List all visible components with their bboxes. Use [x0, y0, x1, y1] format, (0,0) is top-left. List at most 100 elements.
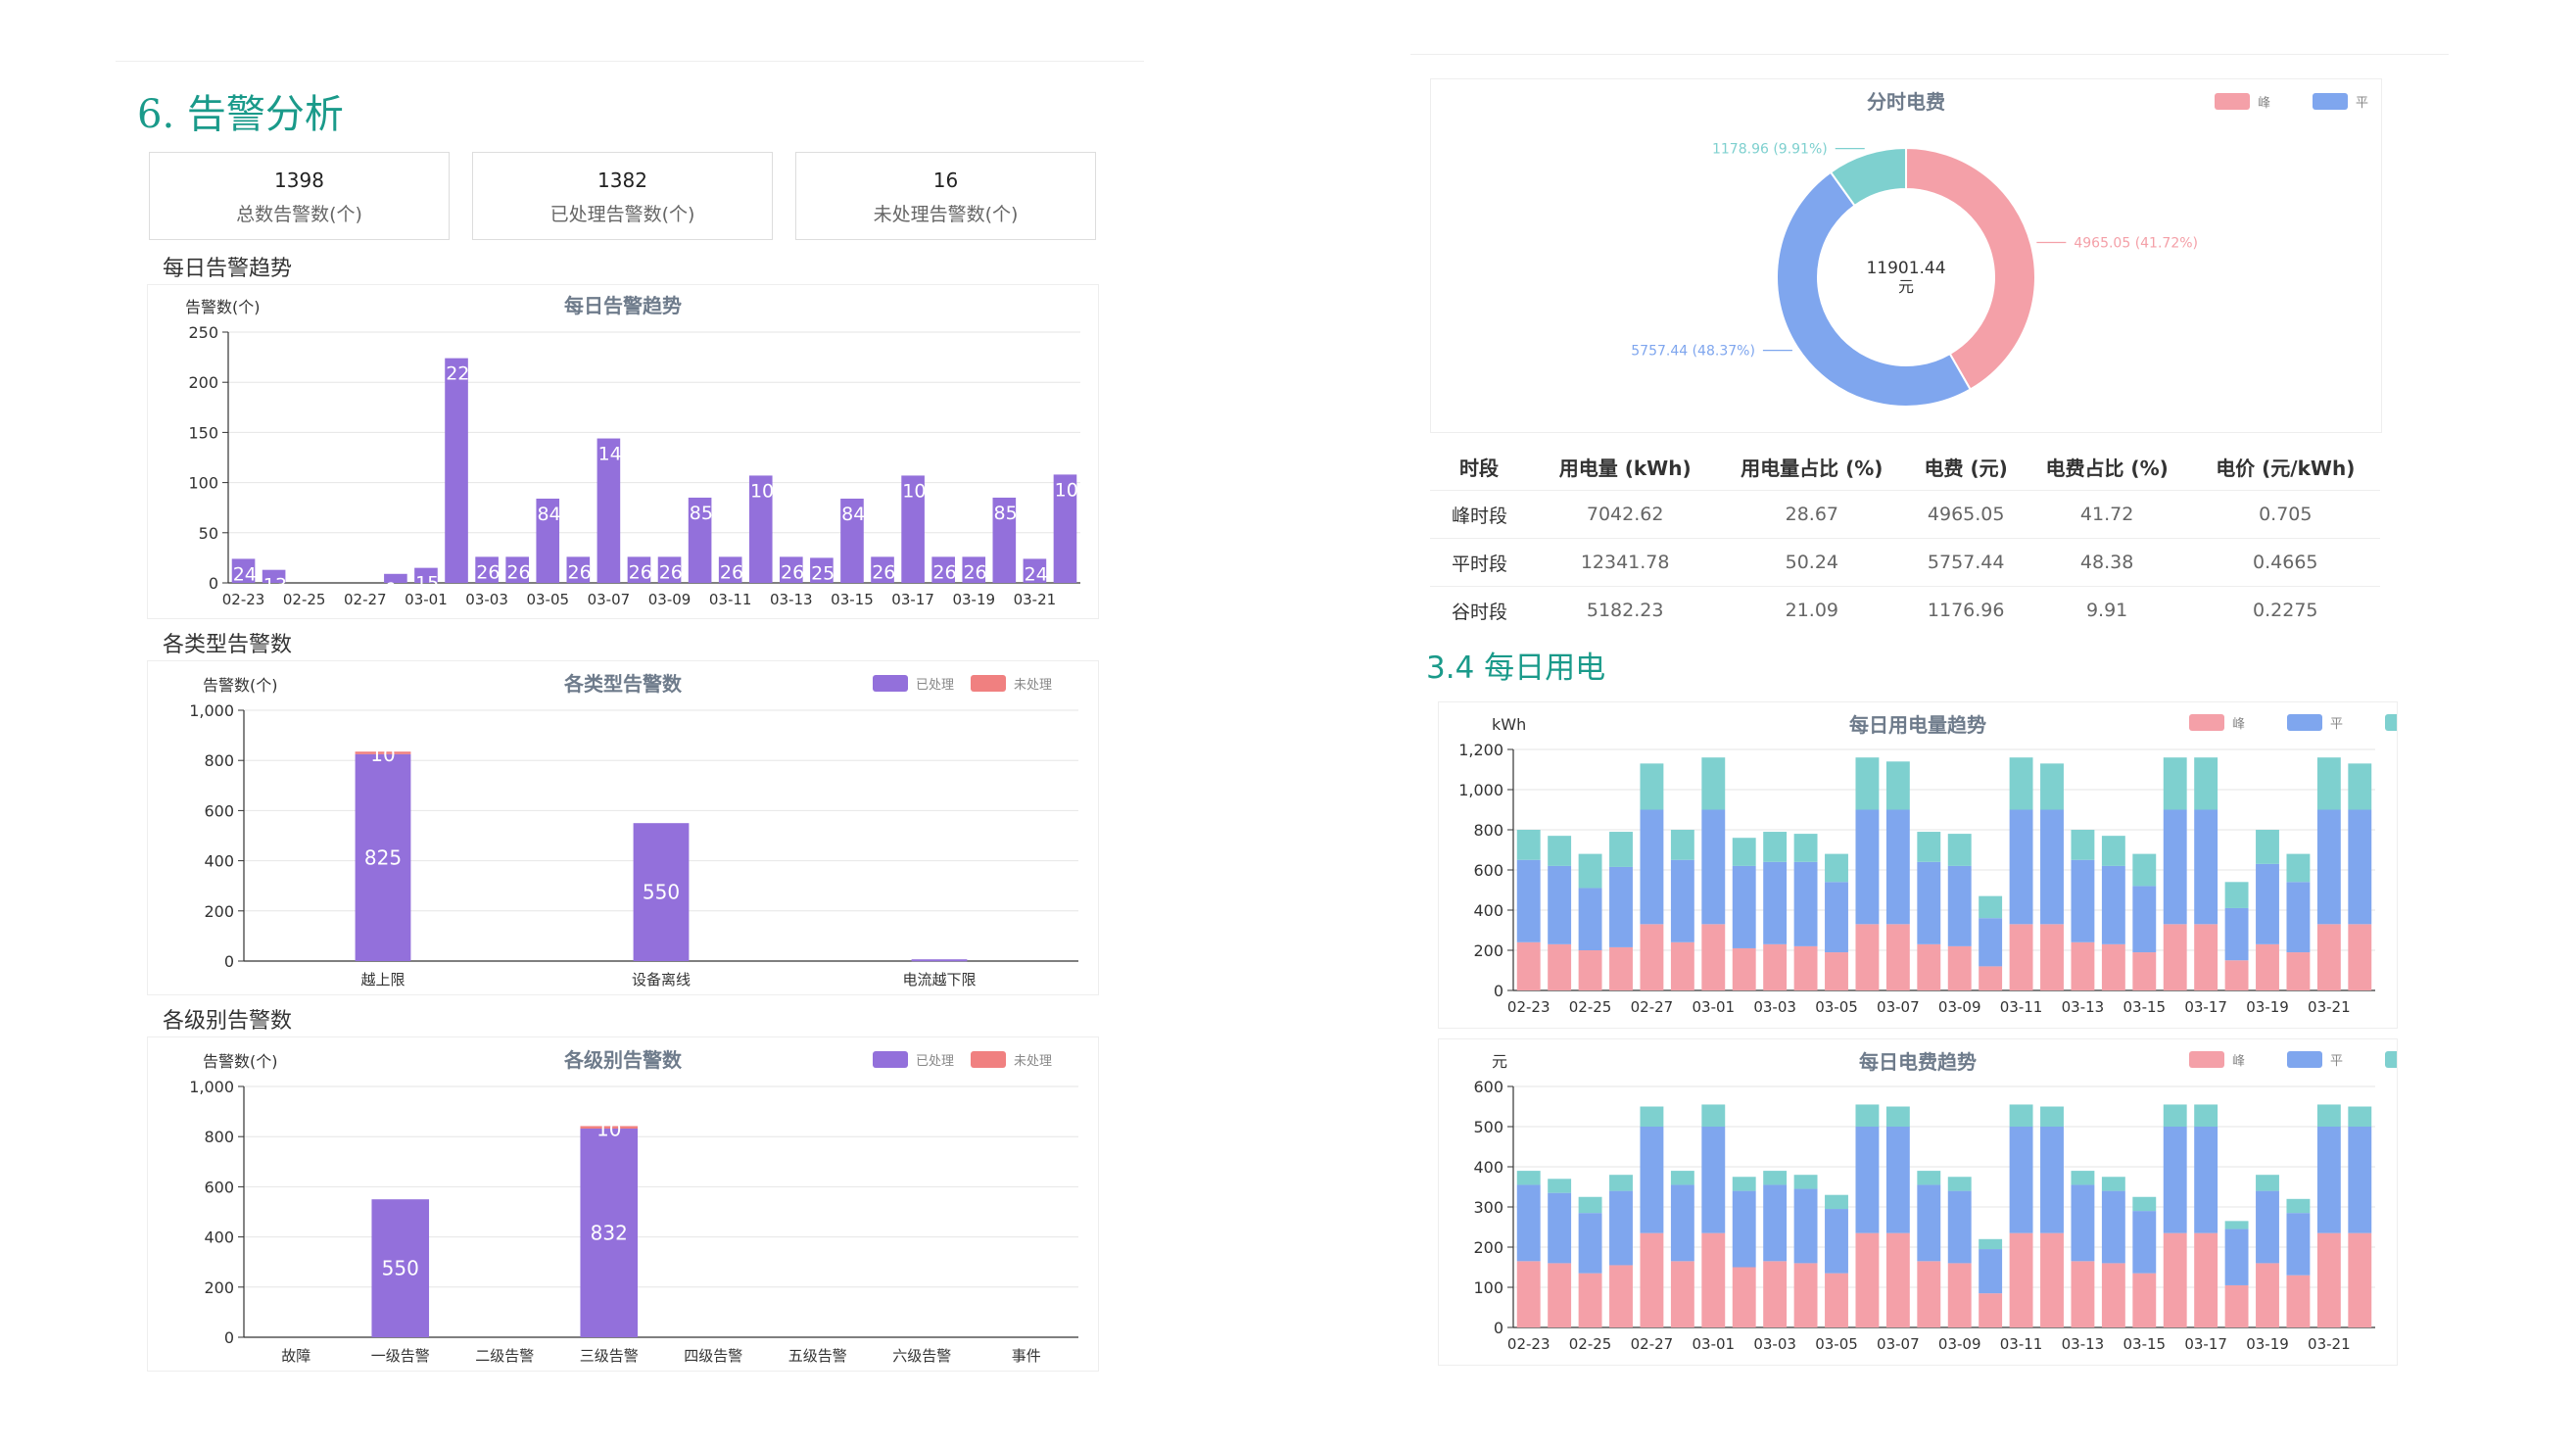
bar — [2194, 757, 2218, 810]
bar — [1763, 1261, 1788, 1327]
type-alarm-panel: 各类型告警数 告警数(个) 已处理 未处理 0 200 400 600 800 1,000 825 1… — [147, 660, 1099, 995]
cell: 1176.96 — [1908, 586, 2024, 634]
x-tick-label: 02-25 — [1569, 1335, 1612, 1353]
bar-label: 224 — [446, 363, 481, 385]
bar — [1917, 1171, 1941, 1185]
x-tick-label: 03-07 — [588, 591, 631, 608]
x-tick-label: 03-09 — [1938, 998, 1981, 1016]
bar-label: 26 — [506, 561, 530, 583]
y-tick-label: 600 — [204, 801, 234, 820]
bar — [580, 1126, 639, 1130]
x-tick-label: 03-21 — [2308, 1335, 2351, 1353]
bar — [1670, 1261, 1694, 1327]
y-tick-label: 800 — [204, 751, 234, 770]
bar-label: 26 — [720, 561, 743, 583]
bar — [2316, 809, 2341, 925]
bar — [1979, 1293, 2003, 1327]
level-alarm-panel: 各级别告警数 告警数(个) 已处理 未处理 0 200 400 600 800 1,000 故障 55… — [147, 1036, 1099, 1372]
bar — [1516, 1261, 1541, 1327]
pie-slice — [1829, 146, 1907, 208]
bar-label: 15 — [415, 573, 439, 595]
bar-label: 825 — [364, 845, 402, 869]
legend-swatch — [873, 1051, 908, 1068]
bar — [2101, 1177, 2125, 1191]
bar — [2009, 924, 2033, 990]
bar — [2348, 1127, 2372, 1233]
col-price: 电价 (元/kWh) — [2216, 456, 2356, 480]
x-tick-label: 四级告警 — [684, 1347, 742, 1365]
legend-label: 平 — [2330, 1054, 2343, 1069]
bar — [931, 556, 955, 583]
bar — [1732, 1190, 1756, 1268]
bar — [2163, 809, 2187, 925]
type-alarm-chart: 各类型告警数 告警数(个) 已处理 未处理 0 200 400 600 800 1,000 825 1… — [189, 672, 1078, 988]
bar — [1855, 1232, 1880, 1327]
bar — [1947, 834, 1972, 866]
bar — [780, 556, 803, 583]
daily-alarm-panel: 每日告警趋势 告警数(个) 0 50 100 150 200 250 24 13 9 15 224 26 2… — [147, 284, 1099, 619]
cell: 5182.23 — [1535, 586, 1715, 634]
cell: 50.24 — [1714, 538, 1909, 587]
col-kwh: 用电量 (kWh) — [1558, 456, 1692, 480]
bar-label: 26 — [963, 561, 986, 583]
x-tick-label: 02-23 — [1507, 998, 1550, 1016]
x-tick-label: 02-23 — [1507, 1335, 1550, 1353]
bar — [2040, 1127, 2064, 1233]
bar — [1640, 924, 1664, 990]
bar — [505, 556, 529, 583]
bar — [1701, 1127, 1726, 1233]
col-kwh-pct: 用电量占比 (%) — [1741, 456, 1884, 480]
col-cost: 电费 (元) — [1924, 456, 2008, 480]
bar — [2256, 1175, 2279, 1191]
x-tick-label: 03-21 — [2308, 998, 2351, 1016]
bar — [2009, 1232, 2033, 1327]
bar — [1548, 1192, 1572, 1264]
legend-label: 已处理 — [916, 1054, 954, 1069]
bar — [2256, 1263, 2279, 1327]
bar-label: 26 — [932, 561, 956, 583]
legend-label: 平 — [2356, 96, 2368, 111]
cell: 41.72 — [2023, 490, 2191, 539]
bar — [1548, 865, 1572, 944]
x-tick-label: 03-21 — [1014, 591, 1057, 608]
bar — [871, 556, 894, 583]
bar — [1609, 946, 1633, 990]
bar — [1701, 757, 1726, 810]
x-tick-label: 03-07 — [1877, 998, 1920, 1016]
bar — [1825, 882, 1848, 953]
cell: 5757.44 — [1908, 538, 2024, 587]
cell: 平时段 — [1430, 538, 1536, 587]
bar — [1670, 830, 1694, 860]
bar — [1979, 918, 2003, 967]
bar — [1578, 1213, 1602, 1274]
bar — [2009, 809, 2033, 925]
x-tick-label: 02-23 — [222, 591, 265, 608]
bar — [1979, 895, 2003, 919]
bar — [2286, 1213, 2311, 1276]
bar — [1701, 924, 1726, 990]
bar — [1793, 834, 1818, 862]
legend-swatch — [2189, 714, 2224, 731]
bar — [2101, 943, 2125, 990]
cell: 谷时段 — [1430, 586, 1536, 634]
x-tick-label: 03-17 — [2184, 1335, 2227, 1353]
bar — [1763, 832, 1788, 862]
bar-label: 24 — [233, 563, 257, 585]
tou-cost-panel: 分时电费峰平谷4965.05 (41.72%)5757.44 (48.37%)1… — [1430, 78, 2466, 433]
pie-label: 5757.44 (48.37%) — [1631, 344, 1755, 360]
bar — [1516, 859, 1541, 942]
bar — [911, 959, 968, 962]
y-tick-label: 400 — [1473, 901, 1503, 920]
bar — [1516, 941, 1541, 990]
bar — [2286, 882, 2311, 953]
y-axis-label: 告警数(个) — [203, 1052, 278, 1071]
y-tick-label: 100 — [1473, 1278, 1503, 1297]
bar — [1885, 1127, 1910, 1233]
bar — [1855, 1127, 1880, 1233]
x-tick-label: 03-03 — [1753, 998, 1796, 1016]
x-tick-label: 03-19 — [2246, 998, 2289, 1016]
bar-label: 144 — [598, 444, 634, 465]
x-tick-label: 03-03 — [1753, 1335, 1796, 1353]
x-tick-label: 03-15 — [831, 591, 874, 608]
bar — [1640, 1232, 1664, 1327]
